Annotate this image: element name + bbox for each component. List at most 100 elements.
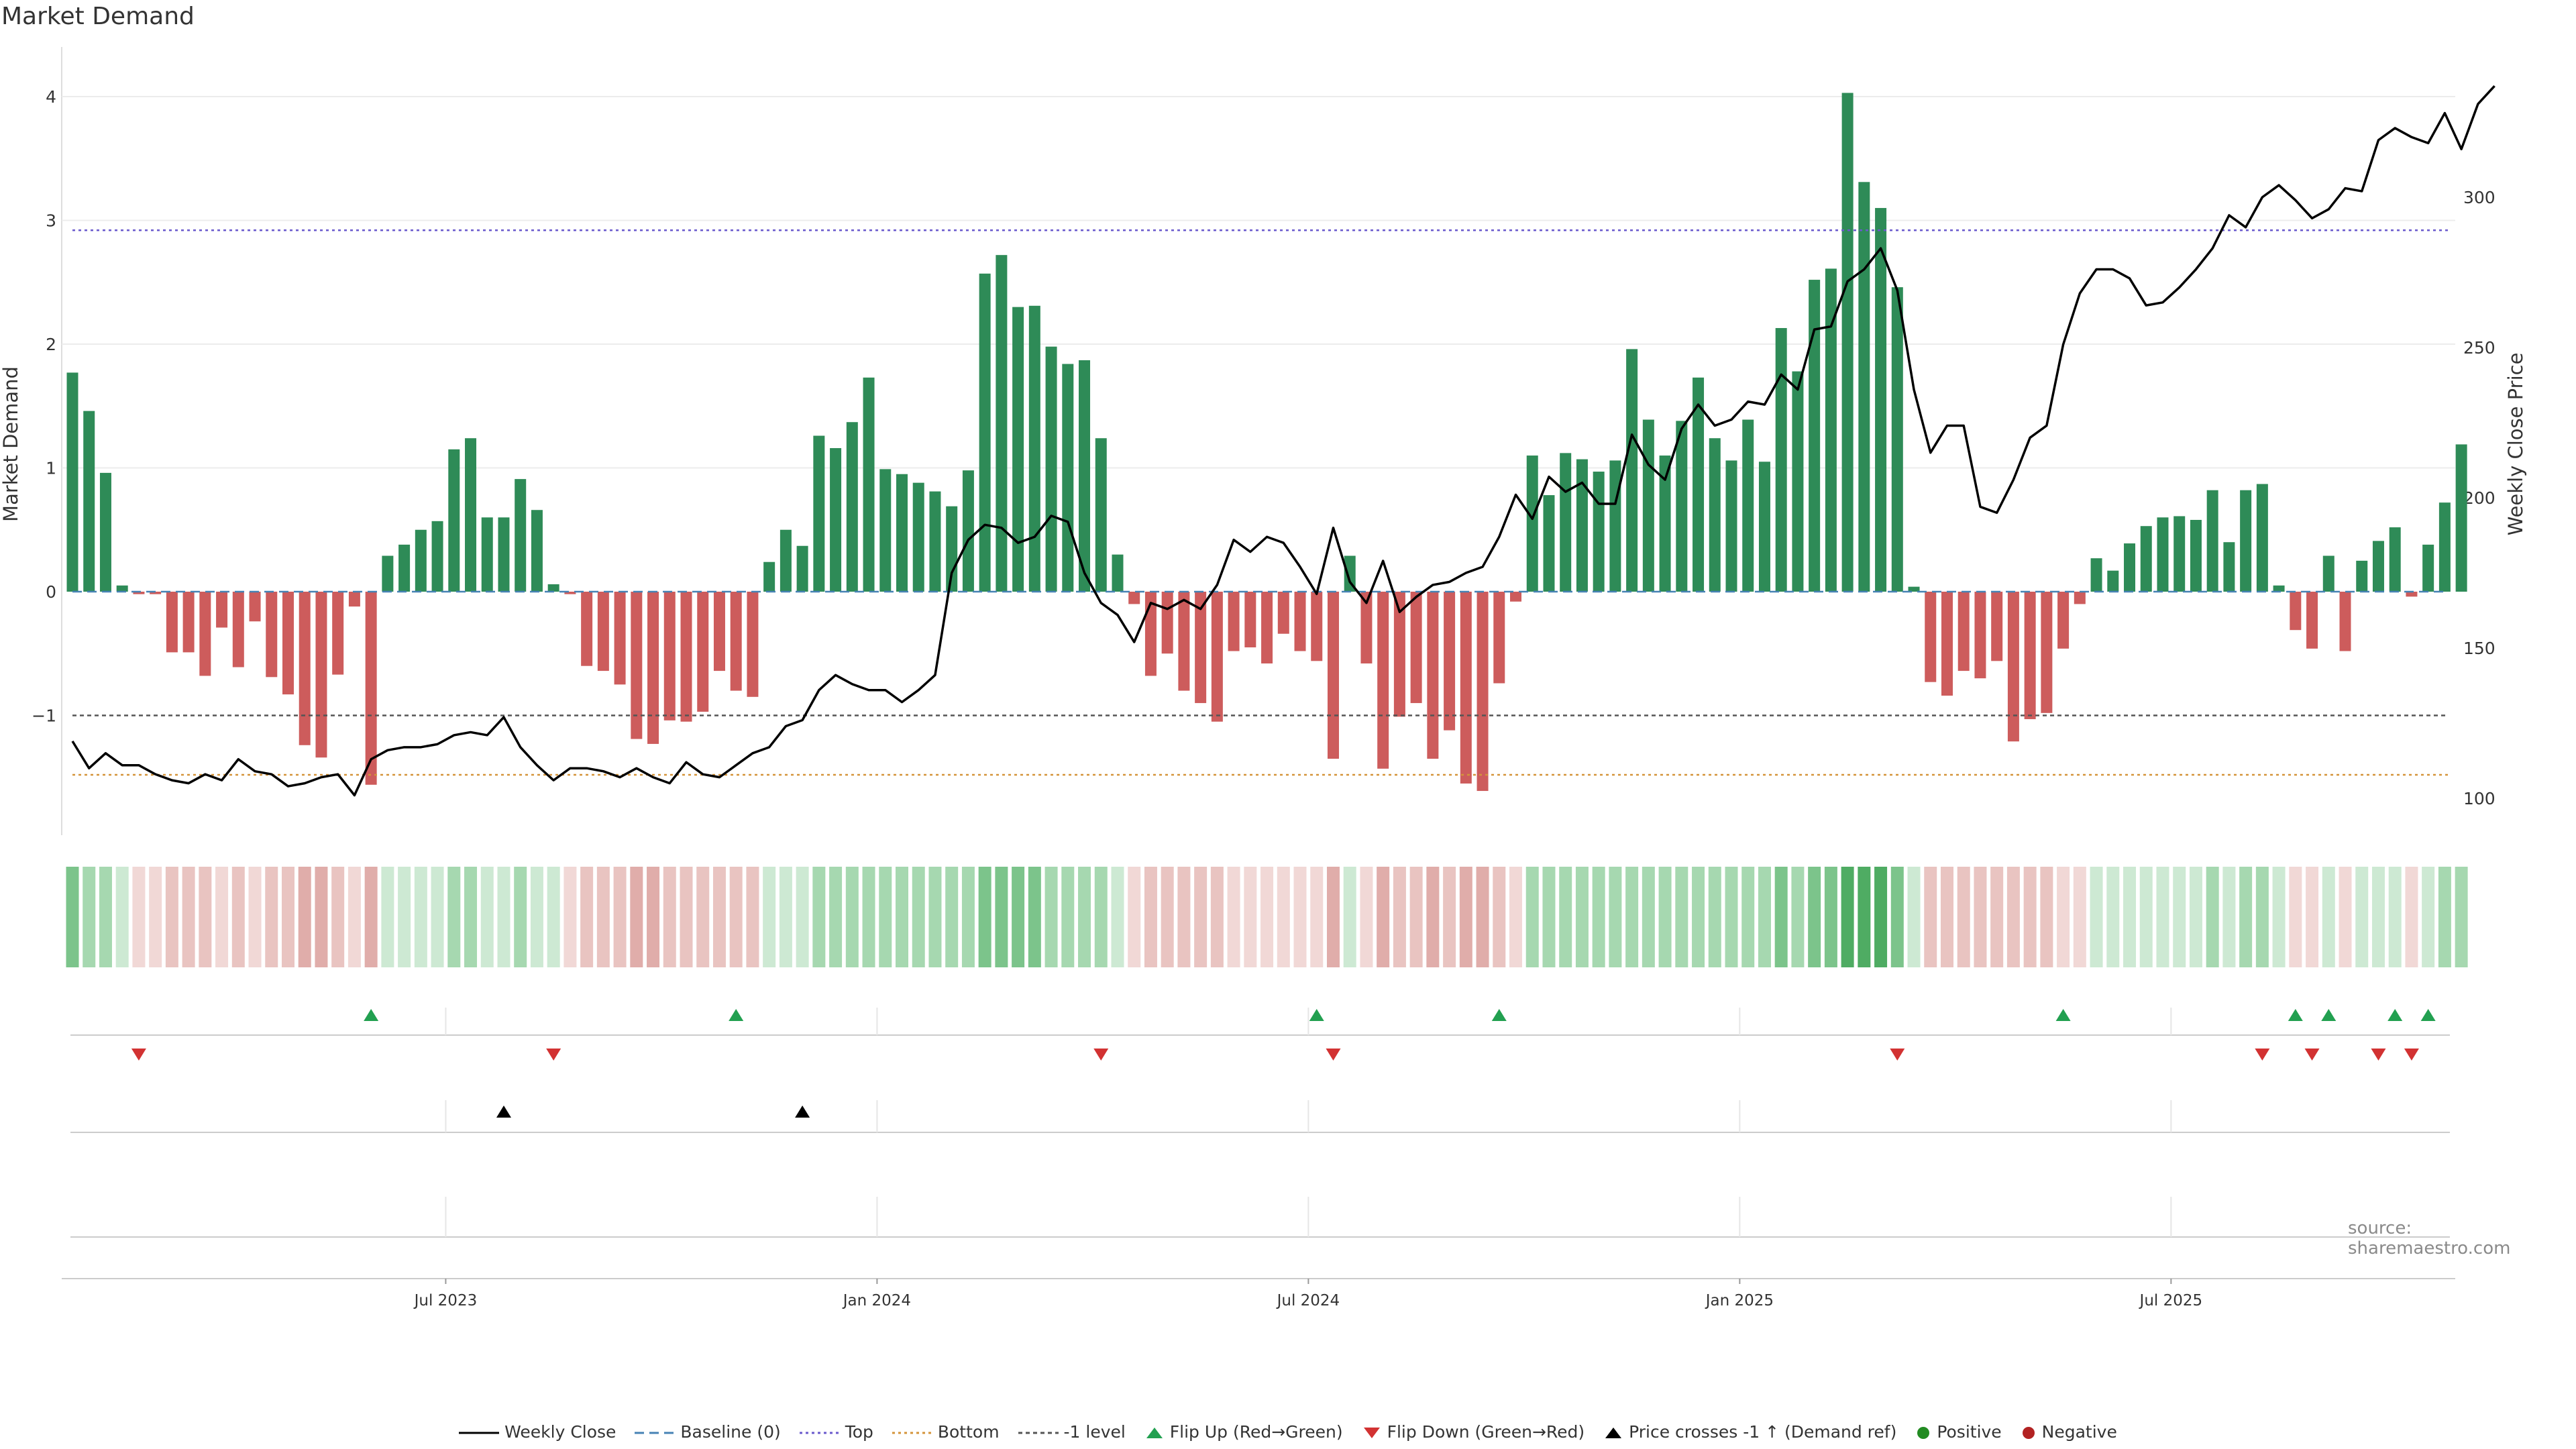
heat-strip-cell [580,867,594,967]
dot-icon [2022,1427,2035,1439]
demand-bar-positive [116,585,128,592]
y-right-axis-label: Weekly Close Price [2504,353,2527,536]
heat-strip-cell [66,867,79,967]
heat-strip-cell [1426,867,1440,967]
demand-bar-positive [763,561,775,592]
demand-bar-positive [431,521,443,592]
demand-bar-positive [415,529,427,592]
demand-bar-negative [1460,592,1472,784]
heat-strip-cell [1343,867,1356,967]
heat-strip-cell [1725,867,1738,967]
heat-strip-cell [1044,867,1058,967]
flip-up-marker [364,1009,379,1021]
demand-bar-negative [581,592,593,666]
heat-strip-cell [2438,867,2451,967]
demand-bar-positive [946,506,958,592]
chart-title: Market Demand [1,3,195,30]
demand-bar-positive [66,372,78,592]
heat-strip-cell [1028,867,1041,967]
demand-bar-negative [365,592,377,785]
heat-strip-cell [1940,867,1953,967]
heat-strip-cell [132,867,146,967]
demand-bar-negative [1195,592,1207,704]
demand-bar-negative [597,592,609,672]
heat-strip-cell [1692,867,1705,967]
flip-down-marker [2371,1049,2386,1061]
legend-dash-icon [635,1432,676,1434]
demand-bar-negative [1444,592,1456,731]
heat-strip-cell [1360,867,1373,967]
demand-bar-positive [1875,208,1887,592]
demand-bar-negative [1360,592,1373,664]
heat-strip-cell [2289,867,2302,967]
demand-bar-positive [1626,349,1638,592]
y-right-tick-label: 250 [2463,338,2496,358]
legend-label: Baseline (0) [680,1422,781,1442]
legend-label: -1 level [1063,1422,1126,1442]
heat-strip-cell [497,867,511,967]
heat-strip-cell [265,867,278,967]
demand-bar-positive [2090,558,2102,592]
heat-strip-cell [231,867,245,967]
heat-strip-cell [1907,867,1921,967]
demand-bar-positive [1693,377,1705,592]
demand-bar-positive [2240,490,2252,592]
heat-strip-cell [729,867,743,967]
heat-strip-cell [1924,867,1937,967]
heat-strip-cell [2073,867,2086,967]
x-tick-label: Jul 2024 [1276,1292,1340,1309]
legend-label: Flip Up (Red→Green) [1169,1422,1343,1442]
flip-up-marker [1309,1009,1324,1021]
demand-bar-negative [1377,592,1389,769]
demand-bar-negative [1311,592,1323,661]
demand-bar-positive [1758,462,1770,592]
demand-bar-negative [747,592,759,697]
demand-bar-positive [2422,544,2434,592]
heat-strip-cell [1957,867,1970,967]
legend-item-baseline: Baseline (0) [635,1422,781,1442]
demand-bar-positive [1576,459,1588,592]
legend-dotted-icon [892,1432,932,1434]
heat-strip-cell [1741,867,1755,967]
heat-strip-cell [1177,867,1191,967]
demand-bar-negative [199,592,211,676]
demand-bar-negative [133,592,145,594]
heat-strip-cell [995,867,1008,967]
demand-bar-negative [2007,592,2019,742]
legend-label: Positive [1937,1422,2002,1442]
heat-strip-cell [879,867,892,967]
legend-dotted-icon [799,1432,840,1434]
heat-strip-cell [2239,867,2253,967]
demand-bar-negative [1211,592,1223,722]
heat-strip-cell [83,867,96,967]
heat-strip-cell [1509,867,1523,967]
heat-strip-cell [2455,867,2468,967]
flip-down-marker [1326,1049,1341,1061]
demand-bar-positive [996,255,1008,592]
heat-strip-cell [1559,867,1572,967]
demand-bar-negative [1991,592,2003,661]
legend-label: Negative [2041,1422,2117,1442]
demand-bar-negative [1393,592,1405,717]
heat-strip-cell [364,867,378,967]
legend: Weekly Close Baseline (0) Top Bottom -1 … [0,1422,2576,1442]
demand-bar-negative [1228,592,1240,651]
heat-strip-cell [248,867,262,967]
heat-strip-cell [2206,867,2219,967]
demand-bar-negative [680,592,692,722]
heat-strip-cell [2023,867,2037,967]
heat-strip-cell [1326,867,1340,967]
heat-strip-cell [1890,867,1904,967]
heat-strip-cell [1592,867,1605,967]
demand-bar-positive [1709,438,1721,592]
demand-bar-positive [2190,519,2202,592]
heat-strip-cell [1061,867,1075,967]
demand-bar-positive [83,411,95,592]
heat-strip-cell [1443,867,1456,967]
heat-strip-cell [1227,867,1240,967]
y-right-tick-label: 150 [2463,639,2496,658]
heat-strip-cell [281,867,294,967]
heat-strip-cell [763,867,776,967]
demand-bar-negative [1144,592,1157,676]
demand-bar-positive [382,555,394,592]
